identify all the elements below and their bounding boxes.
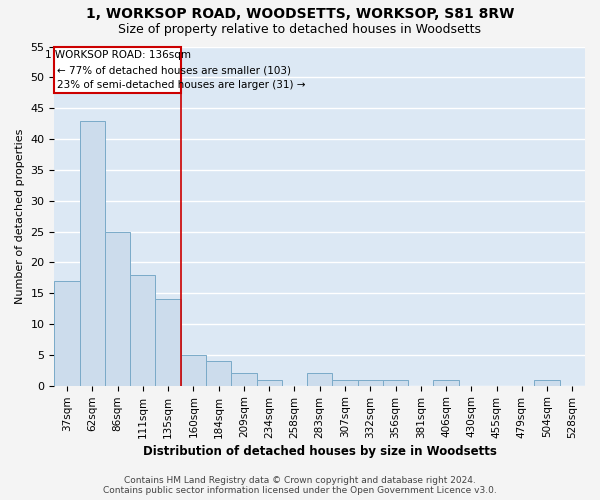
X-axis label: Distribution of detached houses by size in Woodsetts: Distribution of detached houses by size … [143, 444, 497, 458]
Text: 1 WORKSOP ROAD: 136sqm: 1 WORKSOP ROAD: 136sqm [44, 50, 191, 59]
Bar [307, 374, 332, 386]
Bar [55, 281, 80, 386]
Bar [535, 380, 560, 386]
Bar [231, 374, 257, 386]
Bar [206, 361, 231, 386]
Text: ← 77% of detached houses are smaller (103): ← 77% of detached houses are smaller (10… [57, 65, 291, 75]
Text: 1, WORKSOP ROAD, WOODSETTS, WORKSOP, S81 8RW: 1, WORKSOP ROAD, WOODSETTS, WORKSOP, S81… [86, 8, 514, 22]
Text: 23% of semi-detached houses are larger (31) →: 23% of semi-detached houses are larger (… [57, 80, 305, 90]
Bar [155, 300, 181, 386]
Bar [257, 380, 282, 386]
Text: Contains HM Land Registry data © Crown copyright and database right 2024.: Contains HM Land Registry data © Crown c… [124, 476, 476, 485]
Text: Contains public sector information licensed under the Open Government Licence v3: Contains public sector information licen… [103, 486, 497, 495]
Bar [55, 46, 181, 93]
Bar [181, 355, 206, 386]
Bar [105, 232, 130, 386]
Y-axis label: Number of detached properties: Number of detached properties [15, 128, 25, 304]
Text: Size of property relative to detached houses in Woodsetts: Size of property relative to detached ho… [119, 22, 482, 36]
Bar [358, 380, 383, 386]
Bar [80, 120, 105, 386]
Bar [332, 380, 358, 386]
Bar [383, 380, 408, 386]
Bar [130, 274, 155, 386]
Bar [433, 380, 458, 386]
